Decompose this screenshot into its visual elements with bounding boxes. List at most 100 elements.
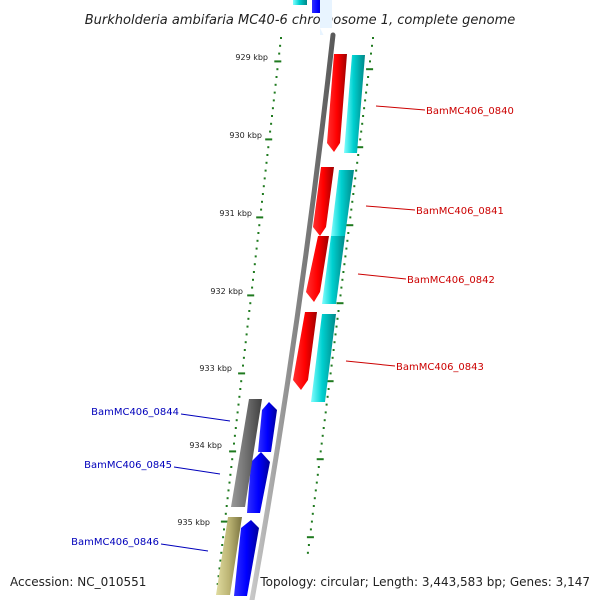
tick-mark xyxy=(272,99,275,102)
tick-mark xyxy=(224,512,227,515)
tick-mark xyxy=(351,200,354,203)
tick-mark xyxy=(316,473,319,476)
gene-label[interactable]: BamMC406_0841 xyxy=(416,206,504,217)
tick-mark xyxy=(246,325,249,328)
tick-mark xyxy=(274,60,282,63)
scale-labels: 929 kbp 930 kbp 931 kbp 932 kbp 933 kbp … xyxy=(177,53,268,527)
tick-mark xyxy=(310,520,313,523)
tick-mark xyxy=(336,317,339,320)
tick-mark xyxy=(243,349,246,351)
chromosome-backbone xyxy=(249,32,336,600)
cds-0840 xyxy=(344,55,365,153)
tick-mark xyxy=(350,208,353,211)
tick-mark xyxy=(371,44,373,47)
tick-mark xyxy=(363,107,366,110)
gene-arrow-0840[interactable] xyxy=(327,54,347,152)
tick-mark xyxy=(319,450,322,453)
tick-mark xyxy=(326,395,329,398)
tick-mark xyxy=(366,68,374,71)
tick-mark xyxy=(261,193,264,195)
gene-label[interactable]: BamMC406_0840 xyxy=(426,106,514,117)
tick-mark xyxy=(365,91,368,94)
tick-mark xyxy=(235,419,238,422)
scale-label: 930 kbp xyxy=(229,131,262,140)
tick-mark xyxy=(342,271,345,273)
gene-arrow-0846[interactable] xyxy=(234,520,259,596)
tick-mark xyxy=(332,349,335,351)
tick-mark xyxy=(270,122,273,125)
tick-mark xyxy=(240,380,243,383)
top-partial-features xyxy=(293,0,332,36)
tick-mark xyxy=(227,489,230,492)
tick-mark xyxy=(325,403,328,406)
accession-text: Accession: NC_010551 xyxy=(10,575,146,589)
tick-mark xyxy=(353,185,356,188)
tick-mark xyxy=(320,442,323,445)
tick-mark xyxy=(356,161,359,164)
tick-mark xyxy=(223,528,225,531)
tick-mark xyxy=(340,286,343,289)
tick-mark xyxy=(307,544,310,546)
tick-mark xyxy=(280,37,282,39)
tick-mark xyxy=(357,154,360,156)
tick-mark xyxy=(255,247,258,250)
tick-mark xyxy=(366,83,369,86)
tick-mark xyxy=(226,497,229,500)
tick-mark xyxy=(279,44,282,47)
tick-mark xyxy=(264,169,267,172)
gene-arrow-0845[interactable] xyxy=(247,452,270,513)
tick-mark xyxy=(312,505,315,507)
tick-mark xyxy=(237,403,240,406)
tick-mark xyxy=(245,333,248,336)
cds-0841 xyxy=(331,170,354,236)
gene-arrow-0841[interactable] xyxy=(313,167,334,236)
tick-mark xyxy=(225,505,228,507)
tick-mark xyxy=(347,232,350,234)
tick-mark xyxy=(239,388,242,390)
tick-mark xyxy=(315,481,318,484)
tick-mark xyxy=(219,559,222,562)
tick-mark xyxy=(253,263,256,266)
tick-mark xyxy=(231,458,234,461)
tick-mark xyxy=(252,271,255,273)
tick-mark xyxy=(321,434,324,437)
tick-mark xyxy=(242,356,245,359)
tick-mark xyxy=(256,216,264,219)
gene-arrow-0842[interactable] xyxy=(306,236,329,302)
tick-mark xyxy=(306,536,314,539)
gene-label[interactable]: BamMC406_0844 xyxy=(91,407,179,418)
tick-mark xyxy=(359,138,362,141)
gene-label[interactable]: BamMC406_0845 xyxy=(84,460,172,471)
tick-mark xyxy=(238,395,241,398)
tick-mark xyxy=(335,325,338,328)
tick-mark xyxy=(251,286,254,289)
tick-mark xyxy=(329,372,332,375)
cds-0844-0845 xyxy=(231,399,262,507)
tick-mark xyxy=(254,255,257,258)
gene-labels: BamMC406_0840 BamMC406_0841 BamMC406_084… xyxy=(71,106,514,548)
tick-mark xyxy=(258,224,261,227)
tick-mark xyxy=(274,83,277,86)
tick-mark xyxy=(341,278,344,281)
tick-mark xyxy=(218,567,221,570)
gene-arrow-0843[interactable] xyxy=(293,312,317,390)
gene-label[interactable]: BamMC406_0843 xyxy=(396,362,484,373)
tick-mark xyxy=(370,52,372,55)
tick-mark xyxy=(229,473,232,476)
tick-mark xyxy=(228,481,231,484)
tick-mark xyxy=(247,294,255,297)
tick-mark xyxy=(265,161,268,164)
tick-mark xyxy=(316,458,324,461)
gene-label[interactable]: BamMC406_0846 xyxy=(71,537,159,548)
gene-arrow-0844[interactable] xyxy=(258,402,277,452)
cds-0842 xyxy=(322,236,345,304)
tick-mark xyxy=(317,466,320,468)
gene-label[interactable]: BamMC406_0842 xyxy=(407,275,495,286)
map-title: Burkholderia ambifaria MC40-6 chromosome… xyxy=(85,13,515,28)
tick-mark xyxy=(314,489,317,492)
tick-mark xyxy=(222,536,225,539)
scale-label: 933 kbp xyxy=(199,364,232,373)
tick-mark xyxy=(217,575,220,578)
tick-mark xyxy=(311,512,314,515)
